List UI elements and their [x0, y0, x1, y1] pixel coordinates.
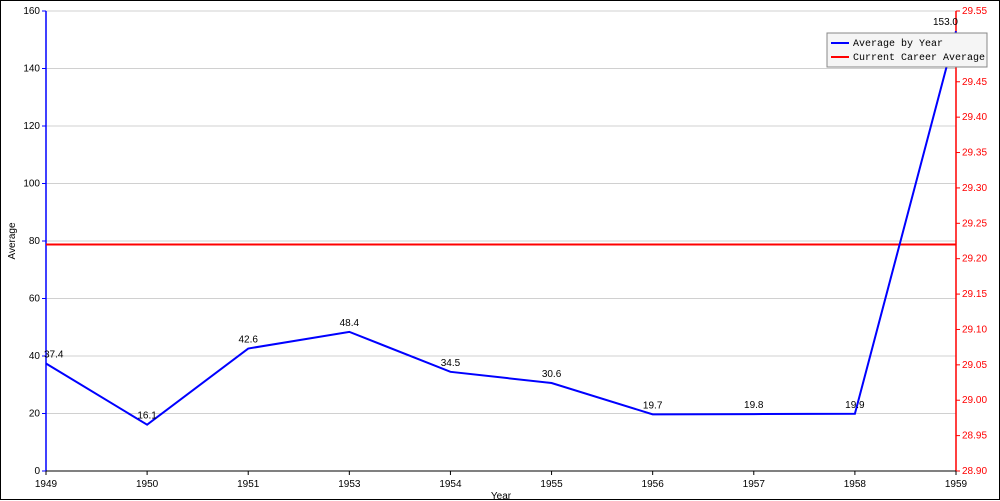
- data-point-label: 19.7: [643, 400, 663, 411]
- x-tick-label: 1950: [136, 479, 159, 490]
- y-left-tick-label: 0: [34, 466, 40, 477]
- y-right-tick-label: 28.95: [962, 431, 987, 442]
- average-by-year-line: [46, 31, 956, 425]
- x-tick-label: 1956: [642, 479, 665, 490]
- x-tick-label: 1959: [945, 479, 968, 490]
- data-point-label: 16.1: [137, 411, 157, 422]
- y-right-tick-label: 29.05: [962, 360, 987, 371]
- y-right-tick-label: 29.35: [962, 148, 987, 159]
- y-left-tick-label: 160: [23, 6, 40, 17]
- x-tick-label: 1949: [35, 479, 58, 490]
- y-right-tick-label: 29.00: [962, 395, 987, 406]
- y-left-tick-label: 60: [29, 294, 41, 305]
- legend-label: Current Career Average: [853, 53, 985, 64]
- y-left-tick-label: 40: [29, 351, 41, 362]
- x-tick-label: 1958: [844, 479, 867, 490]
- y-right-tick-label: 29.25: [962, 218, 987, 229]
- y-left-tick-label: 20: [29, 409, 41, 420]
- data-point-label: 19.8: [744, 400, 764, 411]
- data-point-label: 34.5: [441, 358, 461, 369]
- line-chart: 0 20 40 60 80 100 120 140 160 Average 28.90 28.95 29…: [1, 1, 1000, 501]
- data-point-label: 153.0: [933, 17, 958, 28]
- data-point-label: 19.9: [845, 400, 865, 411]
- x-tick-label: 1953: [338, 479, 361, 490]
- x-tick-label: 1951: [237, 479, 260, 490]
- y-left-tick-label: 120: [23, 121, 40, 132]
- y-right-tick-label: 29.30: [962, 183, 987, 194]
- legend-label: Average by Year: [853, 38, 943, 50]
- y-right-tick-label: 29.55: [962, 6, 987, 17]
- x-tick-label: 1954: [439, 479, 462, 490]
- data-point-label: 48.4: [340, 318, 360, 329]
- data-point-label: 30.6: [542, 369, 562, 380]
- y-right-tick-label: 29.10: [962, 324, 987, 335]
- y-right-tick-label: 29.20: [962, 254, 987, 265]
- y-left-tick-label: 80: [29, 236, 41, 247]
- x-tick-label: 1957: [743, 479, 766, 490]
- y-right-tick-label: 29.45: [962, 77, 987, 88]
- chart-container: 0 20 40 60 80 100 120 140 160 Average 28.90 28.95 29…: [0, 0, 1000, 500]
- y-right-tick-label: 29.15: [962, 289, 987, 300]
- y-left-tick-label: 140: [23, 64, 40, 75]
- y-left-tick-label: 100: [23, 179, 40, 190]
- y-right-tick-label: 29.40: [962, 112, 987, 123]
- data-point-label: 42.6: [238, 335, 258, 346]
- data-point-label: 37.4: [44, 349, 64, 360]
- x-tick-label: 1955: [540, 479, 563, 490]
- y-left-axis-label: Average: [7, 222, 18, 260]
- y-right-tick-label: 28.90: [962, 466, 987, 477]
